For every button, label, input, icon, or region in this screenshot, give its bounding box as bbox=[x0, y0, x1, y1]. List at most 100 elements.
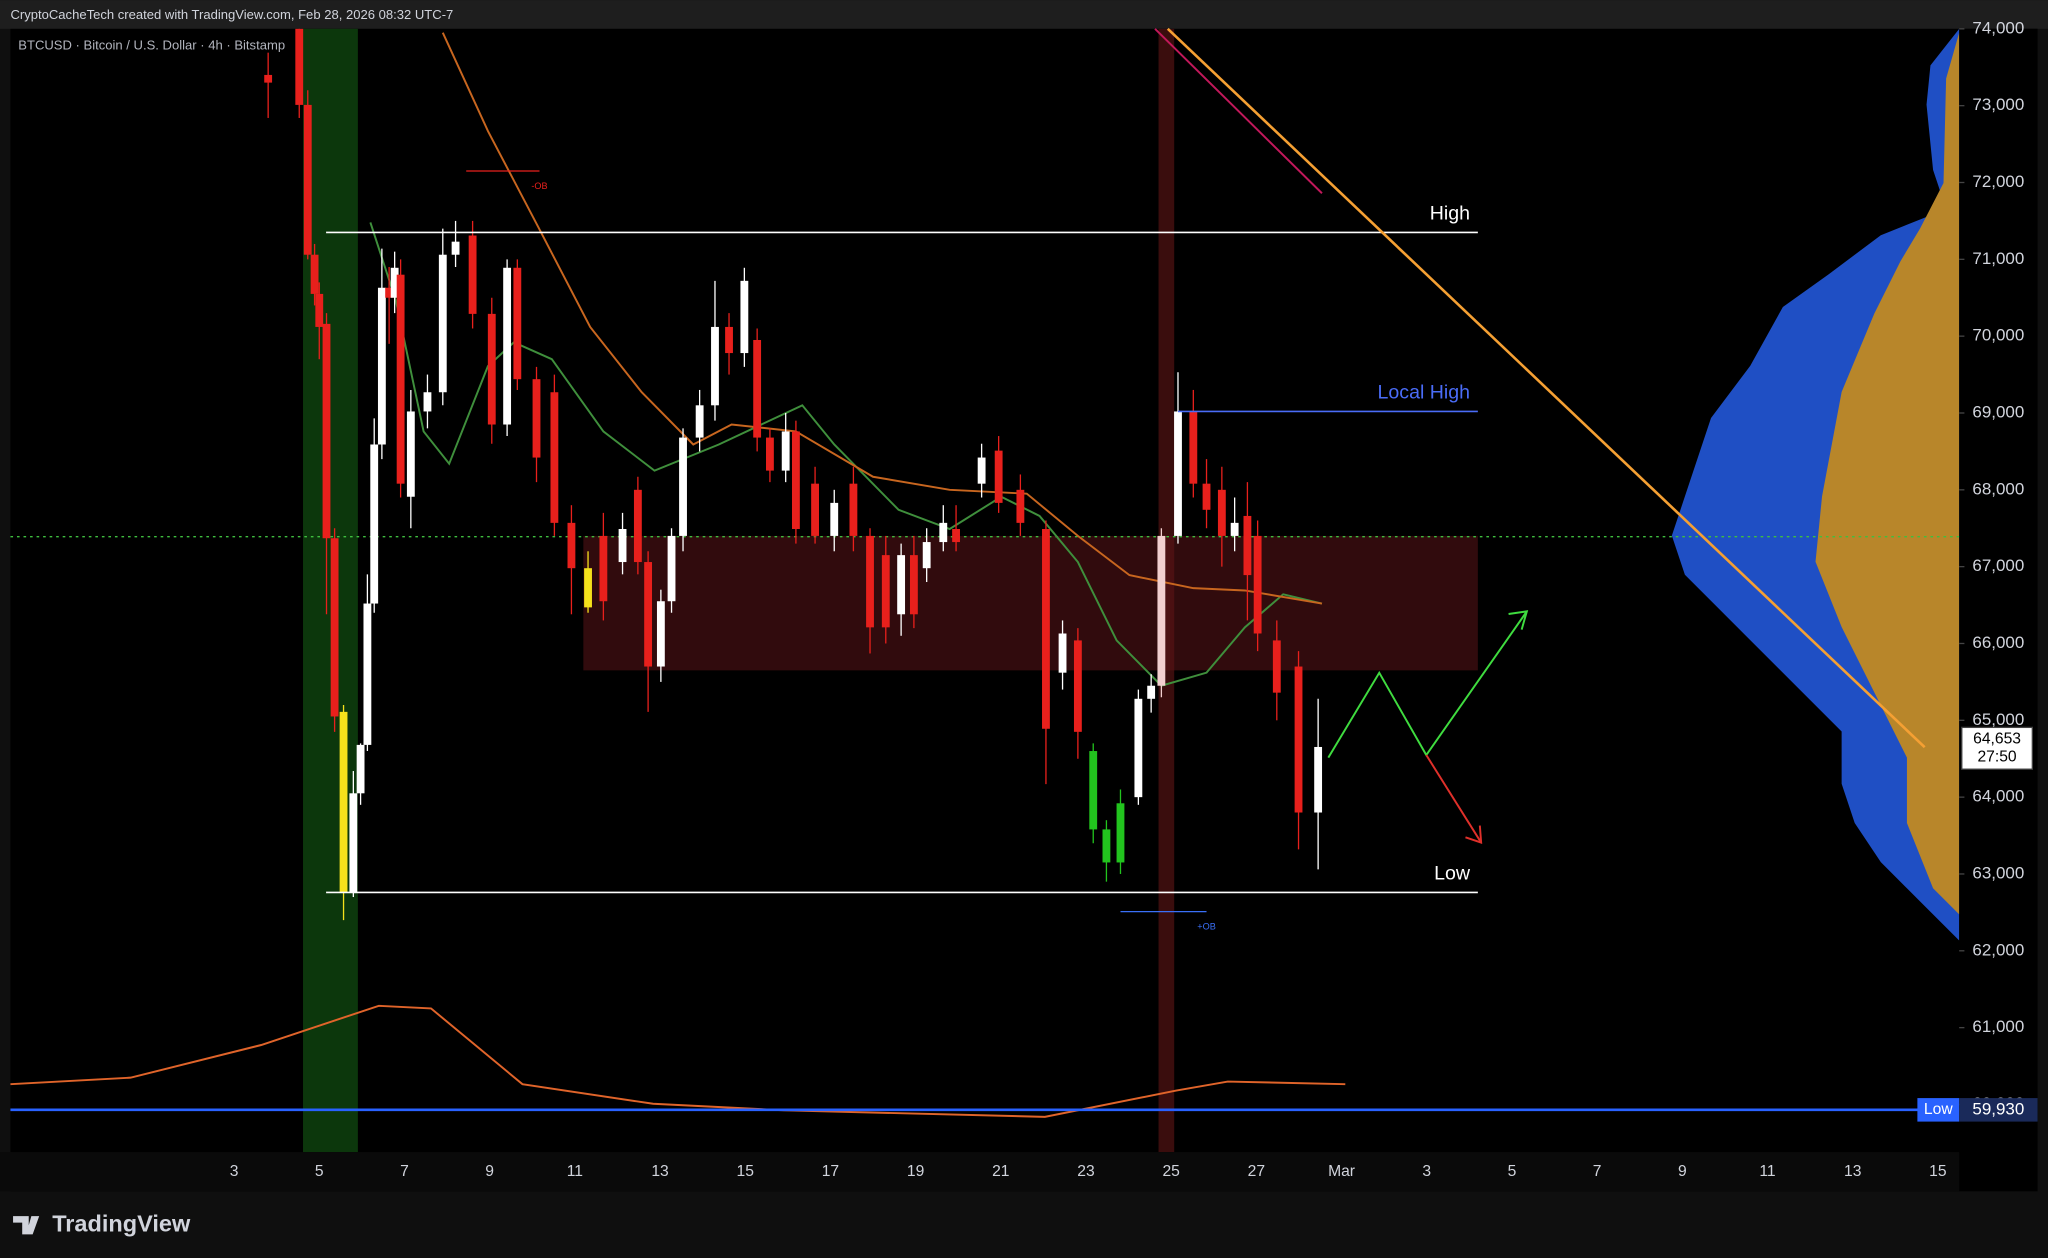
y-tick-label: 72,000 bbox=[1972, 172, 2024, 191]
arrow-head bbox=[1465, 825, 1483, 844]
candle-body bbox=[423, 392, 432, 412]
candle-body bbox=[1134, 698, 1143, 798]
x-tick-label: 5 bbox=[315, 1163, 324, 1180]
candle-body bbox=[909, 555, 918, 615]
y-tick-label: 65,000 bbox=[1972, 710, 2024, 729]
candle-body bbox=[303, 104, 312, 255]
x-tick-label: 15 bbox=[1929, 1163, 1947, 1180]
candle-body bbox=[1147, 685, 1156, 699]
candle-body bbox=[1042, 529, 1050, 729]
x-tick-label: 7 bbox=[1593, 1163, 1602, 1180]
candle-body bbox=[584, 568, 592, 608]
candle-body bbox=[390, 267, 399, 298]
y-tick-label: 73,000 bbox=[1972, 95, 2024, 114]
y-tick-label: 64,000 bbox=[1972, 787, 2024, 806]
candle-body bbox=[1089, 751, 1098, 830]
candle-body bbox=[667, 535, 676, 602]
candle-body bbox=[396, 274, 405, 484]
candle-body bbox=[1073, 640, 1082, 732]
y-tick-label: 74,000 bbox=[1972, 18, 2024, 37]
last-price-tag bbox=[1961, 726, 2033, 770]
volume-profile-gold bbox=[1815, 32, 1960, 915]
low-tag bbox=[1917, 1098, 1960, 1122]
candle-body bbox=[1116, 803, 1125, 863]
header-text: CryptoCacheTech created with TradingView… bbox=[10, 7, 453, 22]
candle-body bbox=[1058, 633, 1067, 673]
y-tick-label: 70,000 bbox=[1972, 326, 2024, 345]
candle-body bbox=[791, 431, 800, 530]
x-tick-label: 5 bbox=[1508, 1163, 1517, 1180]
candle-body bbox=[695, 405, 704, 438]
low-price-label: 59,930 bbox=[1972, 1099, 2024, 1118]
candle-body bbox=[679, 437, 687, 536]
indicator-line bbox=[1154, 28, 1323, 194]
candle-body bbox=[766, 437, 774, 471]
y-tick-label: 71,000 bbox=[1972, 249, 2024, 268]
candle-body bbox=[503, 267, 512, 425]
symbol-text: BTCUSD · Bitcoin / U.S. Dollar · 4h · Bi… bbox=[18, 37, 285, 52]
trendline bbox=[1166, 27, 1926, 749]
projection-up bbox=[1327, 610, 1528, 759]
x-tick-label: 27 bbox=[1248, 1163, 1265, 1180]
brand: TradingView bbox=[52, 1210, 191, 1236]
x-tick-label: 9 bbox=[1678, 1163, 1687, 1180]
candle-body bbox=[1272, 640, 1281, 693]
candle-body bbox=[550, 392, 559, 523]
y-tick-label: 63,000 bbox=[1972, 863, 2024, 882]
candle-body bbox=[1294, 666, 1303, 813]
x-tick-label: 7 bbox=[400, 1163, 409, 1180]
candle-body bbox=[781, 431, 790, 471]
indicator-line bbox=[369, 222, 1323, 687]
candle-body bbox=[567, 522, 576, 569]
level-label: Low bbox=[1434, 862, 1471, 884]
candle-body bbox=[952, 529, 960, 543]
x-tick-label: 9 bbox=[485, 1163, 494, 1180]
candle-body bbox=[599, 535, 608, 602]
candle-body bbox=[711, 326, 719, 406]
candle-body bbox=[1102, 829, 1111, 863]
y-tick-label: 66,000 bbox=[1972, 633, 2024, 652]
x-tick-label: 25 bbox=[1162, 1163, 1180, 1180]
order-block-label: +OB bbox=[1197, 922, 1216, 932]
x-tick-label: 3 bbox=[1422, 1163, 1431, 1180]
candle-body bbox=[644, 562, 653, 667]
candle-body bbox=[438, 254, 447, 393]
level-label: Local High bbox=[1378, 381, 1471, 403]
volume-average bbox=[10, 1004, 1346, 1118]
candle-body bbox=[633, 489, 642, 563]
candle-body bbox=[264, 74, 273, 83]
candle-body bbox=[295, 28, 304, 105]
candle-body bbox=[487, 313, 496, 425]
x-tick-label: 15 bbox=[737, 1163, 755, 1180]
brand-logo bbox=[13, 1216, 40, 1235]
candle-body bbox=[939, 522, 948, 543]
candle-body bbox=[330, 538, 339, 717]
candle-body bbox=[356, 744, 365, 794]
candle-body bbox=[1016, 489, 1025, 523]
y-tick-label: 61,000 bbox=[1972, 1017, 2024, 1036]
candle-body bbox=[1253, 535, 1262, 634]
session-band bbox=[303, 28, 358, 1153]
candle-body bbox=[468, 235, 477, 314]
projection-down bbox=[1425, 754, 1482, 844]
candle-body bbox=[385, 287, 394, 298]
x-tick-label: 13 bbox=[1844, 1163, 1862, 1180]
candle-body bbox=[315, 293, 324, 327]
candle-body bbox=[977, 457, 986, 484]
candle-body bbox=[1189, 411, 1198, 484]
candle-body bbox=[1243, 515, 1252, 576]
candle-body bbox=[339, 711, 348, 893]
x-tick-label: 21 bbox=[992, 1163, 1009, 1180]
x-tick-label: 13 bbox=[651, 1163, 669, 1180]
candle-body bbox=[811, 483, 819, 536]
low-tag-label: Low bbox=[1924, 1101, 1953, 1118]
x-tick-label: 3 bbox=[230, 1163, 239, 1180]
candle-body bbox=[1157, 535, 1166, 686]
candle-body bbox=[370, 444, 379, 604]
candle-body bbox=[1174, 411, 1182, 536]
order-block-label: -OB bbox=[531, 181, 547, 191]
candle-body bbox=[922, 542, 931, 569]
arrow-head bbox=[1508, 610, 1529, 630]
candle-body bbox=[1202, 483, 1211, 510]
candle-body bbox=[349, 793, 358, 893]
